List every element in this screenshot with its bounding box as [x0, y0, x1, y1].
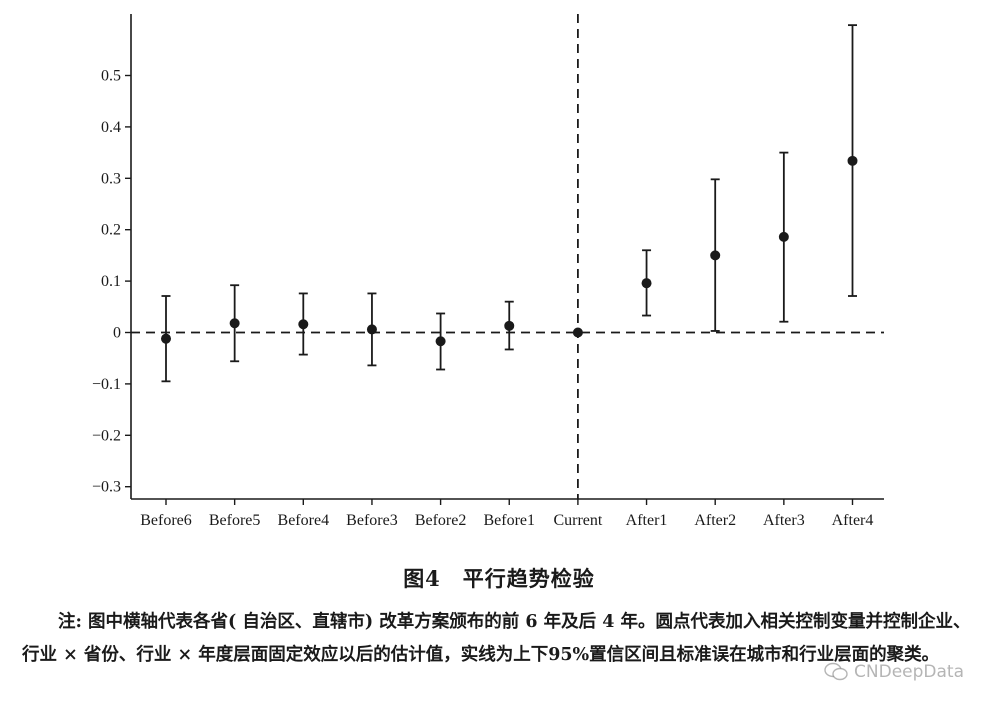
estimate-point [641, 278, 652, 289]
x-tick-label: Before1 [483, 512, 535, 529]
y-tick-label: −0.1 [92, 376, 121, 393]
estimate-point [847, 155, 858, 166]
estimate-marks [161, 24, 858, 383]
reference-lines [131, 14, 884, 499]
figure-note-text: 注: 图中横轴代表各省( 自治区、直辖市) 改革方案颁布的前 6 年及后 4 年… [22, 612, 971, 665]
y-tick-label: 0.1 [101, 273, 121, 290]
x-tick-label: After4 [832, 512, 874, 529]
figure-caption: 图4 平行趋势检验 [403, 566, 595, 591]
estimate-point [229, 318, 240, 329]
x-tick-label: Before5 [209, 512, 261, 529]
x-tick-label: Before2 [415, 512, 467, 529]
estimate-point [504, 320, 515, 331]
y-tick-label: 0.5 [101, 68, 121, 85]
x-tick-label: After1 [626, 512, 668, 529]
y-axis-ticks: 0.5 0.4 0.3 0.2 0.1 0 −0.1 −0.2 −0.3 [92, 68, 131, 496]
x-tick-label: Before4 [278, 512, 330, 529]
watermark-text: CNDeepData [854, 662, 964, 682]
x-tick-label: Before6 [140, 512, 192, 529]
estimate-point [161, 333, 171, 344]
estimate-point [435, 336, 446, 347]
x-tick-label: After3 [763, 512, 805, 529]
estimate-point [710, 250, 721, 261]
figure-note: 注: 图中横轴代表各省( 自治区、直辖市) 改革方案颁布的前 6 年及后 4 年… [22, 606, 972, 672]
estimate-point [298, 319, 309, 330]
estimate-point [572, 327, 583, 338]
x-tick-label: Before3 [346, 512, 398, 529]
y-tick-label: 0.2 [101, 222, 121, 239]
estimate-point [366, 324, 377, 335]
x-axis-ticks: Before6 Before5 Before4 Before3 Before2 Befor… [140, 499, 873, 529]
watermark: CNDeepData [824, 662, 964, 682]
y-tick-label: 0 [113, 325, 121, 342]
x-tick-label: Current [553, 512, 602, 529]
y-tick-label: 0.4 [101, 119, 121, 136]
wechat-icon [824, 662, 848, 681]
estimate-point [778, 231, 789, 242]
axes [130, 14, 884, 500]
y-tick-label: −0.3 [92, 479, 121, 496]
parallel-trend-chart: 0.50.40.30.20.10−0.1−0.2−0.3 Before6 Befo… [92, 14, 884, 529]
x-tick-label: After2 [694, 512, 736, 529]
y-tick-label: −0.2 [92, 427, 121, 444]
y-tick-label: 0.3 [101, 170, 121, 187]
